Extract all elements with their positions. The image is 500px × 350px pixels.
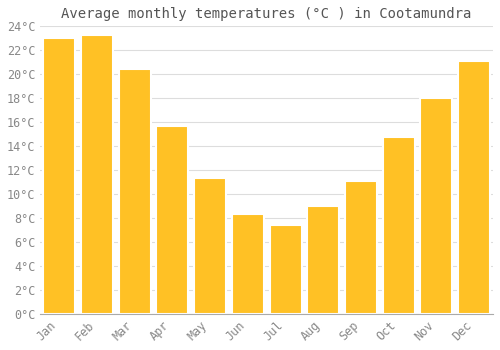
Bar — [43, 38, 75, 314]
Bar — [194, 178, 226, 314]
Bar — [382, 136, 415, 314]
Bar — [307, 206, 340, 314]
Bar — [420, 98, 452, 314]
Bar — [458, 61, 490, 314]
Bar — [81, 35, 113, 314]
Bar — [118, 69, 150, 314]
Bar — [270, 225, 302, 314]
Bar — [156, 126, 188, 314]
Title: Average monthly temperatures (°C ) in Cootamundra: Average monthly temperatures (°C ) in Co… — [62, 7, 472, 21]
Bar — [232, 215, 264, 314]
Bar — [345, 181, 377, 314]
